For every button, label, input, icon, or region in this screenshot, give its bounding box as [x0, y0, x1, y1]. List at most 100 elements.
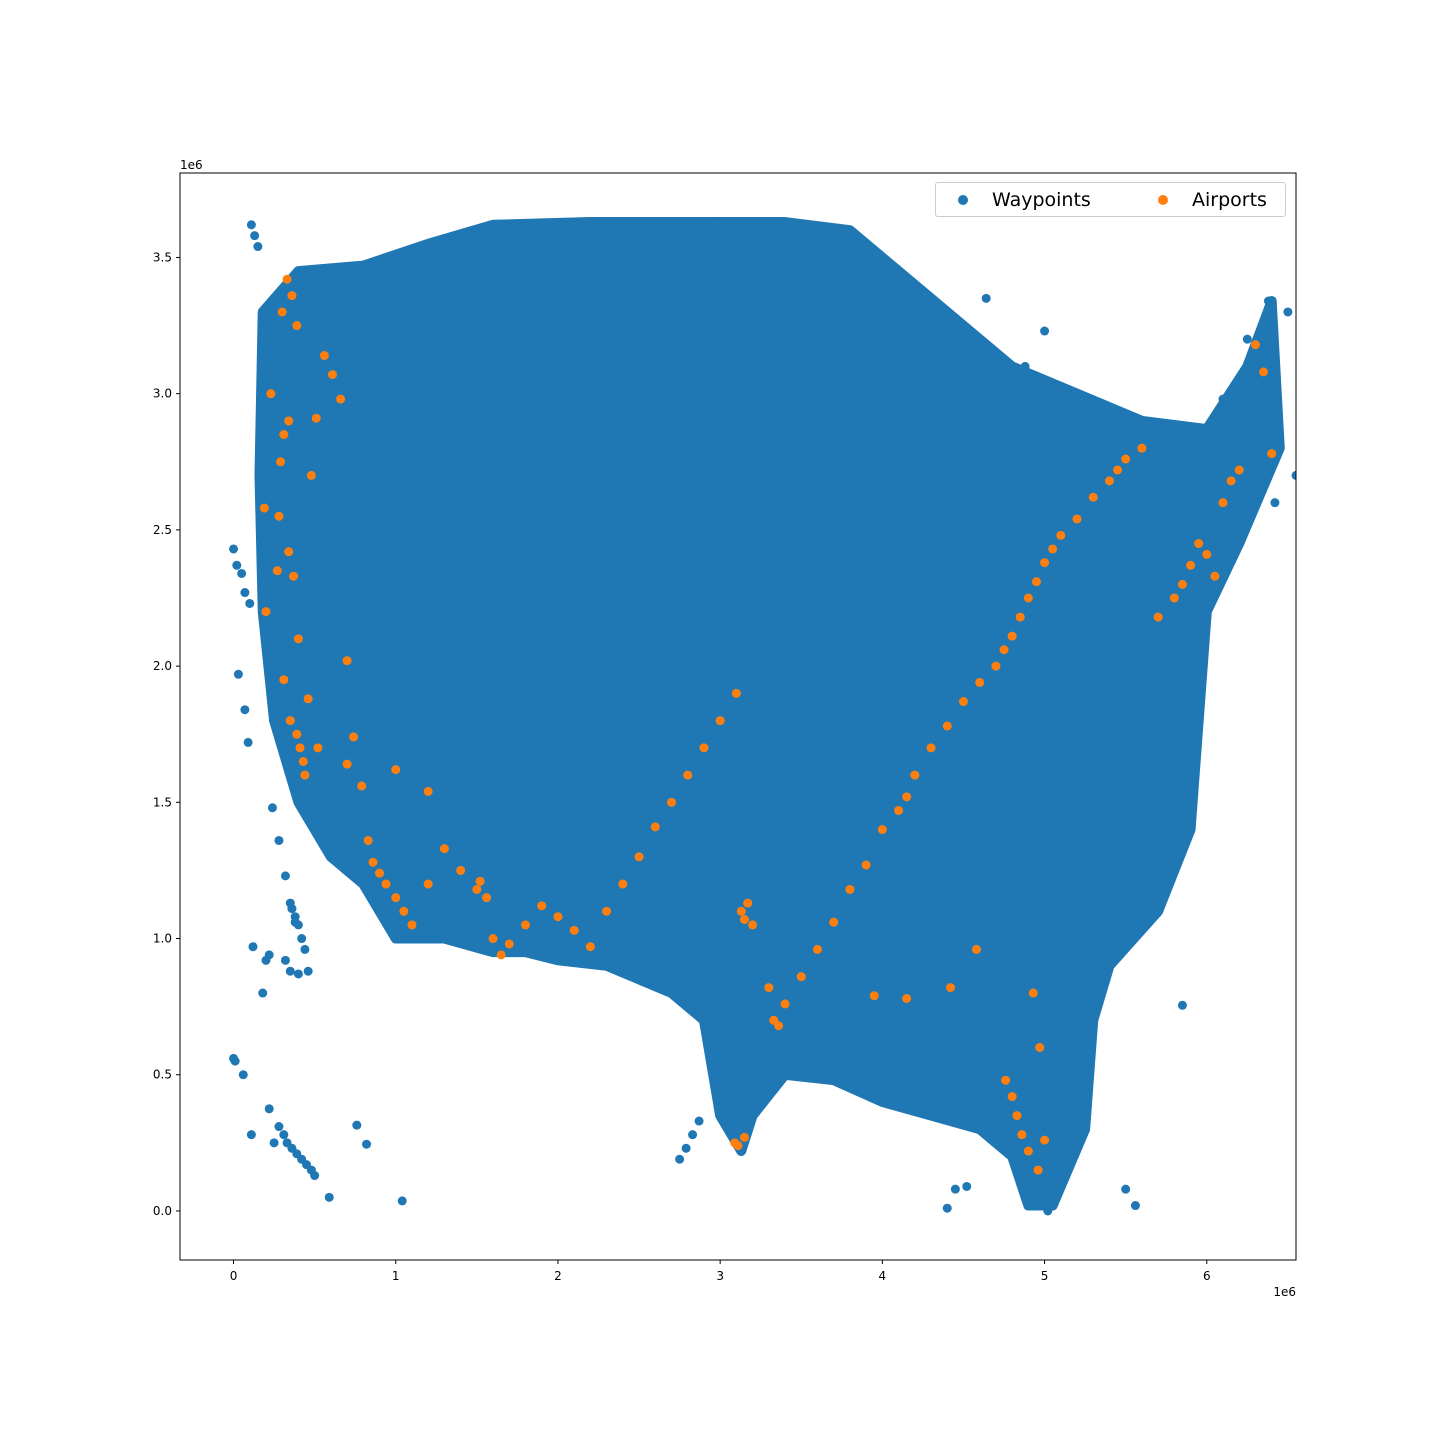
- waypoint-point: [1121, 1184, 1131, 1194]
- waypoint-point: [300, 944, 310, 954]
- airport-point: [289, 571, 299, 581]
- waypoint-point: [714, 217, 724, 227]
- waypoint-point: [280, 871, 290, 881]
- airport-point: [399, 906, 409, 916]
- airport-point: [1007, 631, 1017, 641]
- waypoint-point: [240, 588, 250, 598]
- airport-point: [602, 906, 612, 916]
- airport-point: [739, 914, 749, 924]
- waypoint-point: [1242, 334, 1252, 344]
- y-tick-label: 3.5: [153, 250, 172, 264]
- waypoint-point: [253, 242, 263, 252]
- airport-point: [780, 999, 790, 1009]
- waypoint-point: [362, 1139, 372, 1149]
- waypoint-point: [675, 1154, 685, 1164]
- waypoint-point: [269, 1138, 279, 1148]
- waypoint-point: [297, 934, 307, 944]
- airport-point: [1153, 612, 1163, 622]
- y-axis-ticks: 0.0 0.5 1.0 1.5 2.0 2.5 3.0 3.5: [153, 250, 180, 1218]
- airport-point: [276, 457, 286, 467]
- airport-point: [1267, 449, 1277, 459]
- airport-point: [279, 430, 289, 440]
- waypoint-point: [240, 705, 250, 715]
- airport-point: [999, 645, 1009, 655]
- legend-label-waypoints: Waypoints: [992, 189, 1091, 211]
- airport-point: [926, 743, 936, 753]
- airport-point: [730, 1138, 740, 1148]
- airport-point: [715, 716, 725, 726]
- waypoint-point: [293, 969, 303, 979]
- airport-point: [439, 844, 449, 854]
- airport-point: [1017, 1130, 1027, 1140]
- legend: Waypoints Airports: [935, 182, 1286, 217]
- waypoint-point: [233, 669, 243, 679]
- waypoint-point: [303, 966, 313, 976]
- airport-point: [342, 656, 352, 666]
- airport-point: [488, 934, 498, 944]
- airport-point: [423, 786, 433, 796]
- waypoint-point: [237, 568, 247, 578]
- airport-point: [521, 920, 531, 930]
- waypoint-point: [1040, 326, 1050, 336]
- airport-point: [618, 879, 628, 889]
- waypoint-point: [694, 1116, 704, 1126]
- airport-point: [1035, 1043, 1045, 1053]
- airport-point: [1210, 571, 1220, 581]
- x-axis-ticks: 0 1 2 3 4 5 6: [230, 1260, 1211, 1283]
- x-tick-label: 4: [879, 1269, 887, 1283]
- airport-point: [812, 944, 822, 954]
- waypoints-density-region: [254, 217, 1285, 1211]
- airport-point: [368, 857, 378, 867]
- airport-point: [1031, 577, 1041, 587]
- waypoint-point: [1194, 503, 1204, 513]
- waypoint-point: [274, 835, 284, 845]
- airport-point: [1088, 492, 1098, 502]
- waypoint-point: [258, 988, 268, 998]
- airport-point: [1259, 367, 1269, 377]
- airport-point: [1028, 988, 1038, 998]
- waypoint-point: [981, 293, 991, 303]
- waypoint-point: [352, 1120, 362, 1130]
- airport-point: [829, 917, 839, 927]
- airport-point: [311, 413, 321, 423]
- airport-point: [736, 906, 746, 916]
- airport-point: [1001, 1075, 1011, 1085]
- y-offset-label: 1e6: [180, 158, 203, 172]
- waypoint-point: [1263, 296, 1273, 306]
- airport-point: [292, 321, 302, 331]
- airport-point: [456, 865, 466, 875]
- airport-point: [284, 547, 294, 557]
- airport-point: [357, 781, 367, 791]
- airport-point: [991, 661, 1001, 671]
- airport-point: [1056, 530, 1066, 540]
- airport-point: [869, 991, 879, 1001]
- airport-point: [266, 389, 276, 399]
- airport-point: [1033, 1165, 1043, 1175]
- waypoint-point: [950, 1184, 960, 1194]
- waypoint-point: [229, 544, 239, 554]
- airport-point: [1169, 593, 1179, 603]
- airport-point: [845, 884, 855, 894]
- waypoint-point: [1291, 470, 1296, 480]
- waypoint-point: [1163, 579, 1173, 589]
- airport-point: [496, 950, 506, 960]
- airport-point: [293, 634, 303, 644]
- airport-point: [277, 307, 287, 317]
- airport-point: [319, 351, 329, 361]
- airport-point: [910, 770, 920, 780]
- airport-point: [958, 697, 968, 707]
- airport-point: [553, 912, 563, 922]
- airport-point: [942, 721, 952, 731]
- airport-point: [261, 607, 271, 617]
- airport-point: [306, 470, 316, 480]
- airport-point: [475, 876, 485, 886]
- airport-point: [1202, 549, 1212, 559]
- airport-point: [303, 694, 313, 704]
- airport-point: [1040, 558, 1050, 568]
- waypoint-point: [285, 898, 295, 908]
- airport-point: [666, 797, 676, 807]
- waypoint-point: [324, 1192, 334, 1202]
- waypoint-point: [261, 955, 271, 965]
- waypoint-point: [1205, 427, 1215, 437]
